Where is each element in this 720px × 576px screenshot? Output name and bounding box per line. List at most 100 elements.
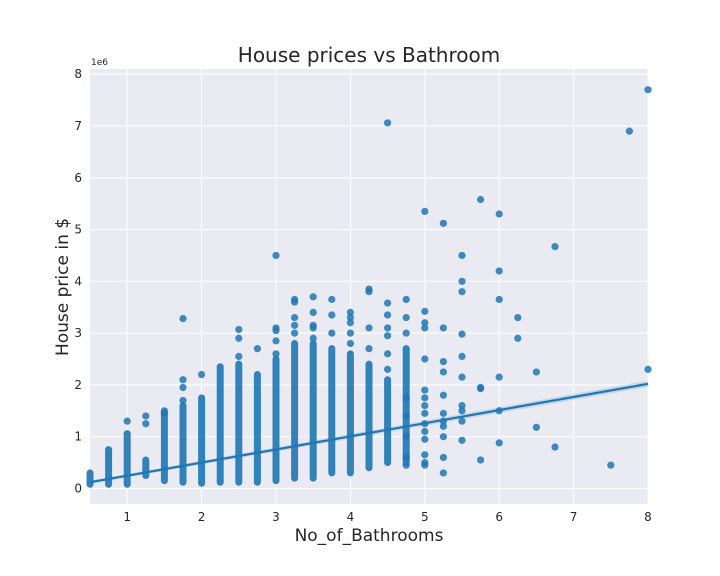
data-point: [291, 329, 299, 337]
data-point: [625, 127, 634, 135]
data-point: [495, 373, 503, 381]
data-point: [421, 355, 429, 363]
data-point: [198, 370, 206, 379]
data-point: [142, 412, 150, 420]
y-axis-label: House price in $: [53, 218, 73, 356]
data-point: [328, 295, 336, 304]
regression-line-group: [89, 380, 649, 484]
y-tick-label: 3: [74, 326, 82, 340]
data-point: [309, 324, 317, 332]
data-point: [551, 243, 559, 251]
data-columns: [86, 339, 410, 488]
data-point: [439, 324, 447, 332]
data-point: [365, 345, 373, 353]
data-point: [179, 396, 187, 405]
data-point: [365, 324, 373, 332]
data-point: [160, 409, 168, 417]
data-point: [439, 422, 447, 430]
data-point: [458, 417, 466, 425]
data-point: [421, 461, 429, 469]
x-tick-label: 6: [495, 510, 503, 524]
data-point: [421, 386, 429, 394]
data-point: [421, 409, 429, 417]
data-point: [384, 299, 392, 307]
data-point: [439, 469, 447, 477]
data-point: [291, 313, 299, 322]
data-point: [514, 334, 522, 342]
y-tick-label: 7: [74, 119, 82, 133]
data-point: [514, 313, 522, 322]
data-point: [495, 267, 503, 275]
y-tick-label: 5: [74, 223, 82, 237]
data-point: [439, 409, 447, 417]
data-point: [532, 368, 541, 376]
data-point: [328, 311, 336, 319]
data-point: [421, 451, 429, 459]
data-point: [384, 350, 392, 358]
data-point: [458, 288, 466, 296]
y-tick-label: 6: [74, 171, 82, 185]
data-point: [328, 329, 336, 337]
data-point: [439, 391, 447, 399]
data-point: [421, 402, 429, 410]
data-point: [458, 277, 466, 285]
data-point: [272, 350, 280, 358]
data-point: [421, 324, 429, 332]
data-point: [235, 325, 243, 334]
data-point: [402, 329, 410, 337]
data-point: [272, 326, 280, 335]
x-tick-label: 1: [123, 510, 131, 524]
y-tick-labels: 0 1 2 3 4 5 6 7 8: [74, 67, 82, 495]
data-point: [365, 288, 373, 296]
data-point: [402, 394, 410, 402]
data-point: [421, 307, 429, 315]
data-point: [142, 420, 150, 428]
data-point: [421, 207, 429, 216]
data-point: [421, 435, 429, 443]
data-point: [402, 295, 410, 304]
data-point: [291, 298, 299, 306]
data-point: [384, 324, 392, 332]
data-point: [644, 86, 652, 94]
data-point: [384, 365, 392, 373]
data-point: [179, 376, 187, 384]
y-offset-label: 1e6: [91, 58, 108, 68]
x-tick-label: 5: [421, 510, 429, 524]
data-point: [346, 319, 354, 327]
y-tick-label: 2: [74, 378, 82, 392]
data-point: [458, 407, 466, 415]
data-point: [421, 394, 429, 402]
data-point: [477, 384, 485, 393]
data-point: [495, 439, 503, 447]
data-point: [495, 210, 503, 218]
chart-title: House prices vs Bathroom: [238, 43, 500, 67]
regression-line: [89, 382, 649, 484]
data-point: [179, 383, 187, 392]
data-point: [384, 332, 392, 340]
data-point: [272, 251, 280, 260]
data-point: [551, 443, 559, 451]
data-point: [235, 334, 243, 342]
y-tick-label: 1: [74, 430, 82, 444]
y-tick-label: 4: [74, 274, 82, 288]
data-point: [346, 308, 354, 316]
data-point: [532, 423, 541, 431]
data-point: [346, 313, 354, 322]
y-tick-label: 0: [74, 481, 82, 495]
data-point: [235, 352, 243, 361]
data-point: [384, 119, 392, 127]
data-point: [458, 330, 466, 338]
data-point: [402, 433, 410, 441]
data-point: [644, 365, 652, 373]
data-points: [123, 86, 652, 477]
data-point: [309, 334, 317, 342]
data-point: [477, 456, 485, 464]
x-tick-label: 3: [272, 510, 280, 524]
x-tick-labels: 1 2 3 4 5 6 7 8: [123, 510, 651, 524]
data-point: [309, 308, 317, 316]
data-point: [458, 436, 466, 444]
data-point: [439, 453, 447, 461]
data-point: [458, 402, 466, 410]
data-point: [402, 453, 410, 461]
